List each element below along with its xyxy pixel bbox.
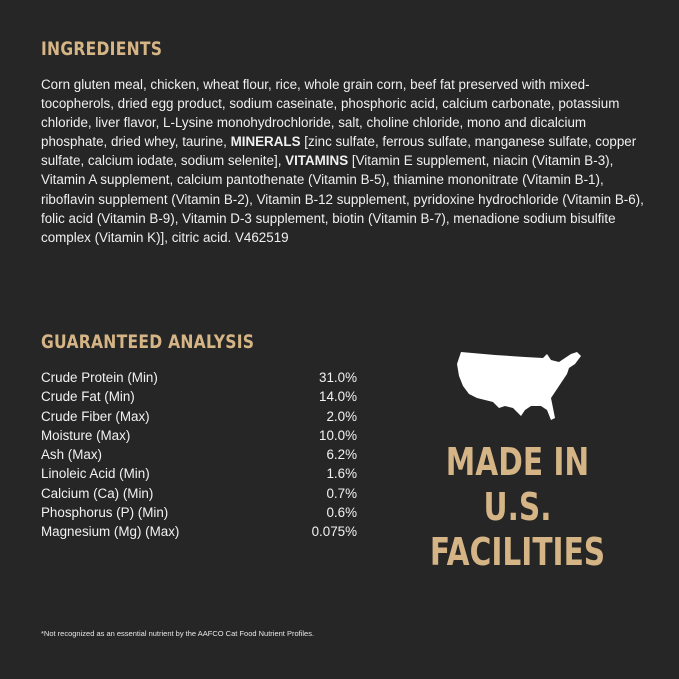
ingredients-part: Corn gluten meal, chicken, wheat flour, … <box>41 77 620 150</box>
ingredients-title: INGREDIENTS <box>41 38 163 60</box>
analysis-row: Calcium (Ca) (Min) 0.7% <box>41 484 357 503</box>
nutrient-value: 31.0% <box>319 370 357 385</box>
nutrient-value: 6.2% <box>326 447 357 463</box>
nutrient-value: 14.0% <box>319 389 357 405</box>
nutrient-label: Crude Fat (Min) <box>41 389 135 405</box>
nutrient-value: 0.6% <box>326 505 357 521</box>
nutrient-label: Crude Fiber (Max) <box>41 408 150 424</box>
ingredients-part: [zinc sulfate, ferrous sulfate, manganes… <box>41 134 637 169</box>
made-in-line-2: U.S. <box>483 485 552 529</box>
nutrient-label: Moisture (Max) <box>41 427 131 443</box>
analysis-row: Phosphorus (P) (Min) 0.6% <box>41 503 357 522</box>
minerals-label: MINERALS <box>230 134 301 150</box>
nutrient-label: Phosphorus (P) (Min) <box>41 505 169 521</box>
nutrient-value: 0.7% <box>326 485 357 501</box>
analysis-row: Crude Fat (Min) 14.0% <box>41 387 357 406</box>
made-in-line-3: FACILITIES <box>429 530 606 574</box>
analysis-row: Moisture (Max) 10.0% <box>41 426 357 445</box>
nutrient-value: 2.0% <box>326 408 357 424</box>
nutrient-label: Ash (Max) <box>41 447 103 463</box>
nutrient-value: 1.6% <box>326 466 357 482</box>
usa-map-icon <box>457 352 581 420</box>
ingredients-part: [Vitamin E supplement, niacin (Vitamin B… <box>41 153 644 245</box>
made-in-usa-label: MADE IN U.S. FACILITIES <box>426 440 609 575</box>
analysis-row: Crude Protein (Min) 31.0% <box>41 368 357 387</box>
analysis-row: Magnesium (Mg) (Max) 0.075% <box>41 522 357 541</box>
nutrient-label: Calcium (Ca) (Min) <box>41 485 154 501</box>
made-in-line-1: MADE IN <box>445 440 590 484</box>
analysis-table: Crude Protein (Min) 31.0% Crude Fat (Min) 1… <box>41 368 357 542</box>
nutrient-label: Magnesium (Mg) (Max) <box>41 524 180 540</box>
nutrient-label: Crude Protein (Min) <box>41 370 158 385</box>
nutrient-value: 10.0% <box>319 427 357 443</box>
vitamins-label: VITAMINS <box>285 153 349 169</box>
nutrient-value: 0.075% <box>311 524 357 540</box>
analysis-row: Crude Fiber (Max) 2.0% <box>41 407 357 426</box>
analysis-title: GUARANTEED ANALYSIS <box>41 331 255 353</box>
nutrient-label: Linoleic Acid (Min) <box>41 466 150 482</box>
ingredients-text: Corn gluten meal, chicken, wheat flour, … <box>41 75 647 247</box>
analysis-row: Ash (Max) 6.2% <box>41 445 357 464</box>
footnote: *Not recognized as an essential nutrient… <box>41 629 315 638</box>
analysis-row: Linoleic Acid (Min) 1.6% <box>41 464 357 483</box>
